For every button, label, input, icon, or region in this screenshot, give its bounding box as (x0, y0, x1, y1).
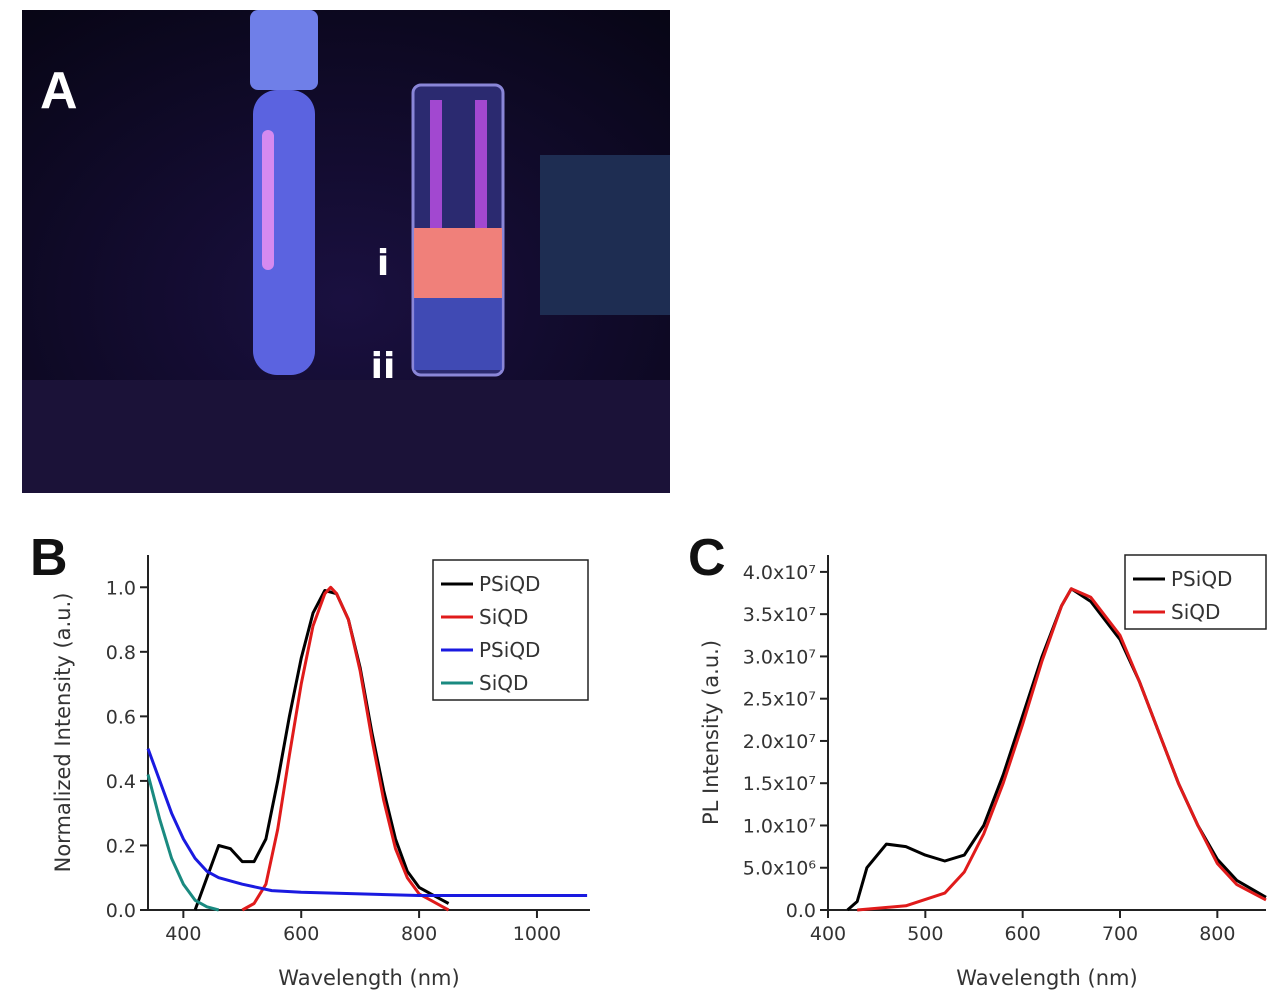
x-tick-label: 400 (165, 923, 201, 945)
legend-label: SiQD (1171, 600, 1220, 624)
x-tick-label: 500 (907, 923, 943, 945)
y-tick-label: 0.6 (106, 706, 136, 728)
legend-label: SiQD (479, 671, 528, 695)
x-tick-label: 800 (401, 923, 437, 945)
x-tick-label: 700 (1102, 923, 1138, 945)
x-axis-title: Wavelength (nm) (956, 966, 1137, 990)
box (540, 155, 670, 315)
photo: A i ii (22, 10, 670, 493)
panel-label: B (30, 529, 68, 587)
y-tick-label: 0.2 (106, 835, 136, 857)
orange-layer (414, 228, 502, 298)
blue-layer (414, 298, 502, 370)
legend-label: PSiQD (1171, 567, 1232, 591)
x-tick-label: 800 (1199, 923, 1235, 945)
legend-label: PSiQD (479, 572, 540, 596)
panel-label: C (688, 529, 726, 587)
layer-marker: i (377, 243, 389, 284)
y-tick-label: 2.0x10⁷ (743, 731, 816, 753)
y-tick-label: 0.0 (786, 900, 816, 922)
marker-cap (250, 10, 318, 90)
series-line (857, 587, 1267, 912)
panel-label: A (40, 62, 78, 120)
y-tick-label: 0.4 (106, 771, 136, 793)
y-axis-title: Normalized Intensity (a.u.) (51, 593, 75, 873)
y-tick-label: 3.5x10⁷ (743, 604, 816, 626)
y-axis-title: PL Intensity (a.u.) (699, 640, 723, 825)
legend-label: SiQD (479, 605, 528, 629)
x-tick-label: 400 (810, 923, 846, 945)
vial-reflection (430, 100, 442, 230)
y-tick-label: 2.5x10⁷ (743, 689, 816, 711)
x-tick-label: 600 (283, 923, 319, 945)
series-line (146, 774, 220, 912)
table-surface (22, 380, 670, 493)
legend-label: PSiQD (479, 638, 540, 662)
y-tick-label: 0.0 (106, 900, 136, 922)
y-tick-label: 1.5x10⁷ (743, 773, 816, 795)
layer-marker: ii (371, 346, 396, 387)
series-line (146, 748, 588, 897)
y-tick-label: 5.0x10⁶ (743, 858, 816, 880)
y-tick-label: 4.0x10⁷ (743, 562, 816, 584)
marker-glow (262, 130, 274, 270)
vial-reflection (475, 100, 487, 230)
series-line (241, 585, 450, 912)
y-tick-label: 3.0x10⁷ (743, 646, 816, 668)
y-tick-label: 0.8 (106, 642, 136, 664)
legend-box (1124, 554, 1267, 630)
y-tick-label: 1.0 (106, 577, 136, 599)
x-tick-label: 1000 (513, 923, 561, 945)
series-line (193, 589, 450, 911)
y-tick-label: 1.0x10⁷ (743, 815, 816, 837)
series-line (846, 587, 1267, 912)
x-axis-title: Wavelength (nm) (278, 966, 459, 990)
x-tick-label: 600 (1005, 923, 1041, 945)
